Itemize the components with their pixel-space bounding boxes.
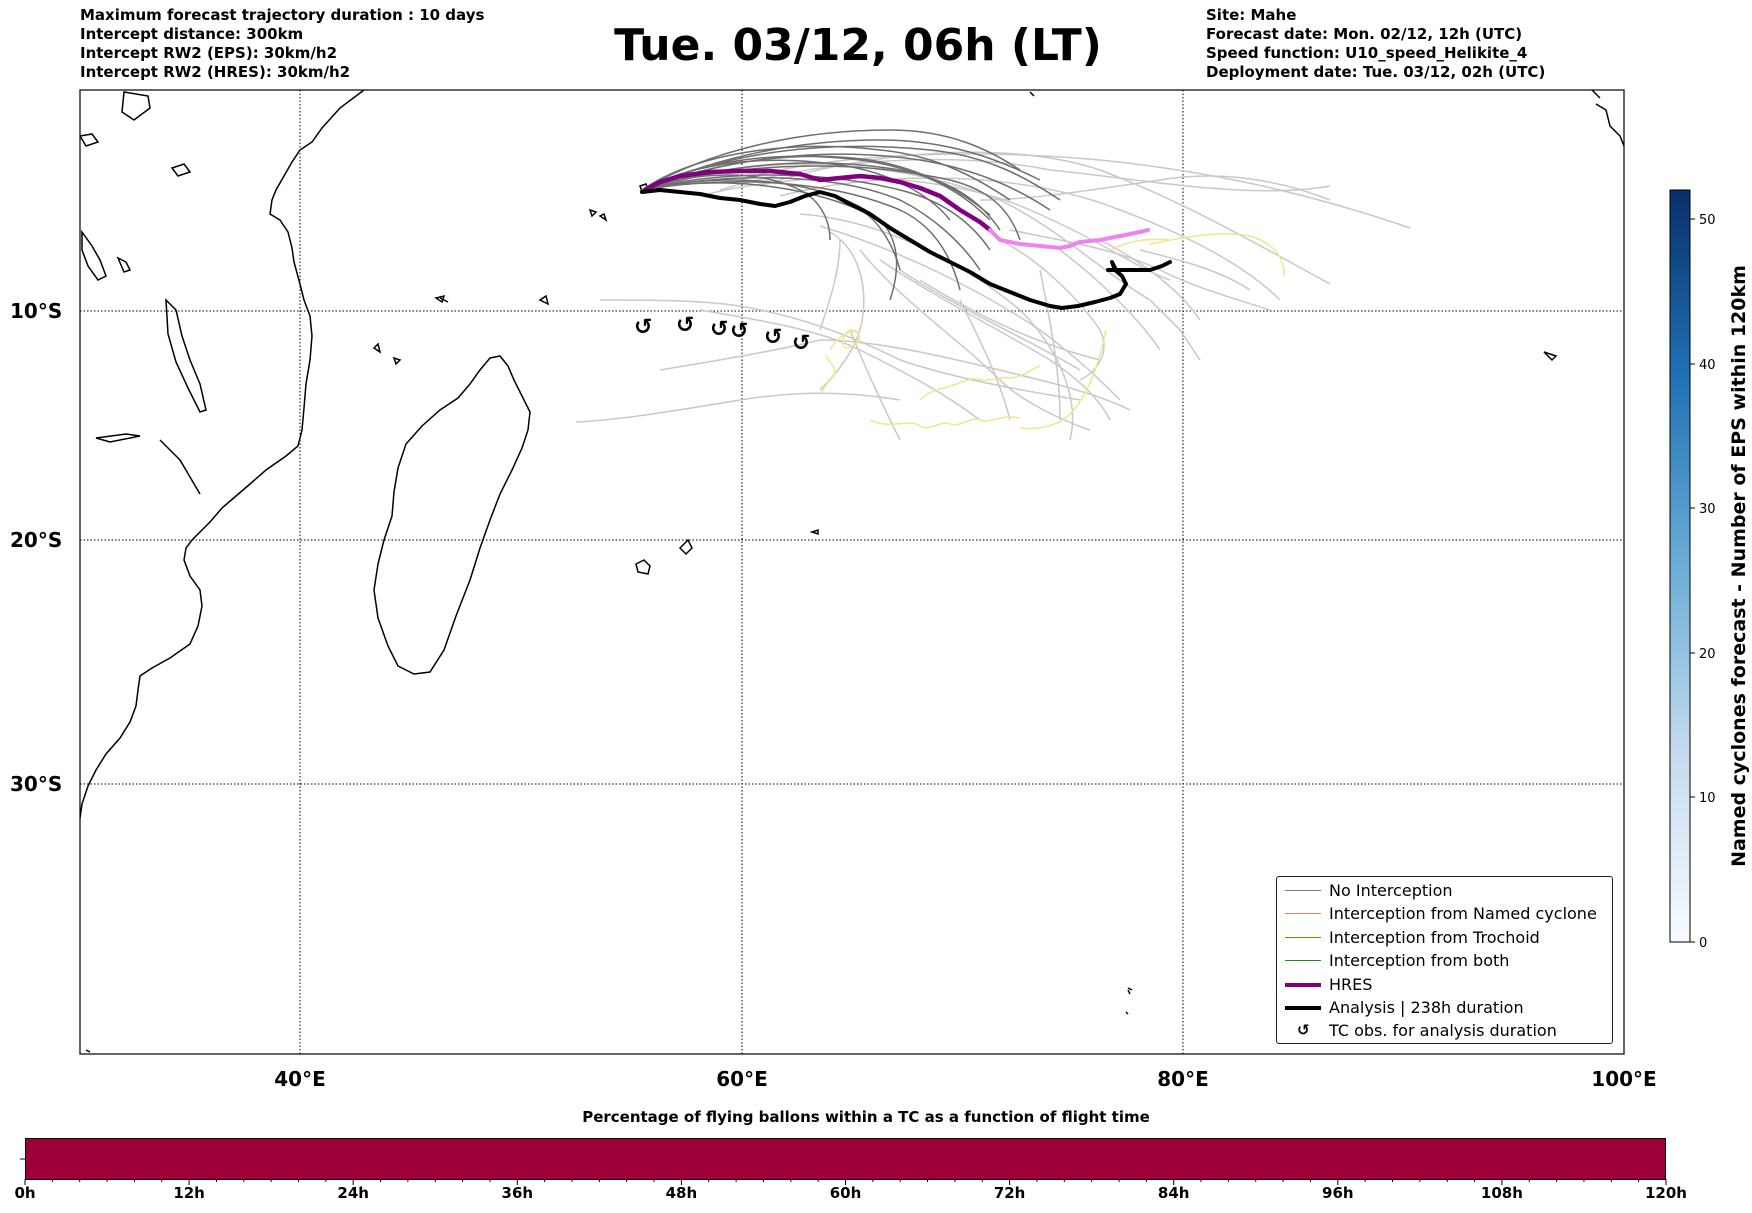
- lon-label: 60°E: [716, 1067, 768, 1091]
- legend-label: Interception from Trochoid: [1329, 927, 1540, 947]
- legend-line-swatch: [1285, 960, 1321, 962]
- map-legend: No Interception Interception from Named …: [1276, 876, 1613, 1044]
- percentage-colorbar: [25, 1138, 1666, 1180]
- tc-tracks: [821, 233, 1285, 430]
- colorbar-title: Named cyclones forecast - Number of EPS …: [1728, 265, 1750, 867]
- lat-label: 30°S: [10, 772, 62, 796]
- legend-label: Interception from Named cyclone: [1329, 904, 1597, 924]
- percentage-tick-label: 0h: [14, 1184, 36, 1202]
- map-title: Tue. 03/12, 06h (LT): [614, 20, 1102, 71]
- legend-line-swatch: [1285, 936, 1321, 938]
- percentage-tick-label: 120h: [1645, 1184, 1687, 1202]
- tc-obs-icon: ↺: [1297, 1021, 1310, 1040]
- legend-label: No Interception: [1329, 881, 1453, 900]
- legend-item: Interception from Named cyclone: [1277, 902, 1612, 925]
- coastlines: [80, 90, 1624, 1053]
- legend-line-swatch: [1285, 913, 1321, 915]
- legend-line-swatch: [1285, 982, 1321, 987]
- percentage-tick-label: 72h: [993, 1184, 1026, 1202]
- percentage-tick-label: 12h: [173, 1184, 205, 1202]
- header-left-line: Intercept distance: 300km: [80, 25, 304, 43]
- lon-label: 40°E: [274, 1067, 326, 1091]
- colorbar-tick: 20: [1699, 647, 1716, 662]
- legend-label: TC obs. for analysis duration: [1329, 1021, 1557, 1041]
- legend-label: HRES: [1329, 974, 1373, 994]
- tc-obs-icon: ↺: [676, 313, 694, 338]
- tc-obs-icon: ↺: [730, 319, 748, 344]
- header-right-line: Speed function: U10_speed_Helikite_4: [1206, 44, 1528, 62]
- lat-label: 20°S: [10, 528, 62, 552]
- percentage-tick-label: 84h: [1157, 1184, 1190, 1202]
- colorbar-tick: 50: [1699, 213, 1716, 228]
- header-left-line: Intercept RW2 (EPS): 30km/h2: [80, 44, 337, 62]
- colorbar-tick: 10: [1699, 791, 1716, 806]
- legend-item: HRES: [1277, 973, 1612, 996]
- tc-obs-icon: ↺: [764, 325, 782, 350]
- bottom-colorbar-title: Percentage of flying ballons within a TC…: [582, 1108, 1150, 1126]
- legend-label: Analysis | 238h duration: [1329, 997, 1524, 1017]
- tc-obs-icon: ↺: [634, 315, 652, 340]
- lon-label: 100°E: [1591, 1067, 1656, 1091]
- percentage-tick-label: 36h: [501, 1184, 534, 1202]
- legend-item: Analysis | 238h duration: [1277, 996, 1612, 1019]
- colorbar-right: 0 10 20 30 40 50 Named cyclones forecast…: [1669, 189, 1750, 951]
- tc-obs-markers: ↺ ↺ ↺ ↺ ↺ ↺: [634, 313, 810, 356]
- colorbar-tick: 40: [1699, 358, 1716, 373]
- legend-line-swatch: [1285, 1005, 1321, 1010]
- header-left-line: Maximum forecast trajectory duration : 1…: [80, 6, 485, 24]
- eps-tracks-light: [575, 151, 1411, 441]
- percentage-tick-label: 24h: [337, 1184, 369, 1202]
- colorbar-gradient: [1669, 189, 1691, 943]
- percentage-tick-label: 96h: [1322, 1184, 1354, 1202]
- percentage-tick-label: 48h: [665, 1184, 698, 1202]
- header-left-info: Maximum forecast trajectory duration : 1…: [80, 6, 484, 82]
- legend-item: ↺ TC obs. for analysis duration: [1277, 1019, 1612, 1042]
- legend-label: Interception from both: [1329, 951, 1510, 971]
- legend-item: No Interception: [1277, 879, 1612, 902]
- hres-track: [642, 168, 1150, 250]
- colorbar-tick: 0: [1699, 936, 1707, 951]
- header-right-line: Deployment date: Tue. 03/12, 02h (UTC): [1206, 63, 1546, 81]
- legend-line-swatch: [1285, 890, 1321, 891]
- legend-item: Interception from Trochoid: [1277, 926, 1612, 949]
- lon-label: 80°E: [1157, 1067, 1209, 1091]
- tc-obs-icon: ↺: [710, 317, 728, 342]
- lat-label: 10°S: [10, 299, 62, 323]
- analysis-track: [640, 188, 1172, 310]
- percentage-tick-label: 60h: [829, 1184, 862, 1202]
- header-right-info: Site: Mahe Forecast date: Mon. 02/12, 12…: [1206, 6, 1545, 82]
- percentage-tick-label: 108h: [1480, 1184, 1523, 1202]
- colorbar-tick: 30: [1699, 502, 1716, 517]
- header-right-line: Forecast date: Mon. 02/12, 12h (UTC): [1206, 25, 1523, 43]
- header-left-line: Intercept RW2 (HRES): 30km/h2: [80, 63, 351, 81]
- header-right-line: Site: Mahe: [1206, 6, 1297, 24]
- legend-item: Interception from both: [1277, 949, 1612, 972]
- tc-obs-icon: ↺: [792, 331, 810, 356]
